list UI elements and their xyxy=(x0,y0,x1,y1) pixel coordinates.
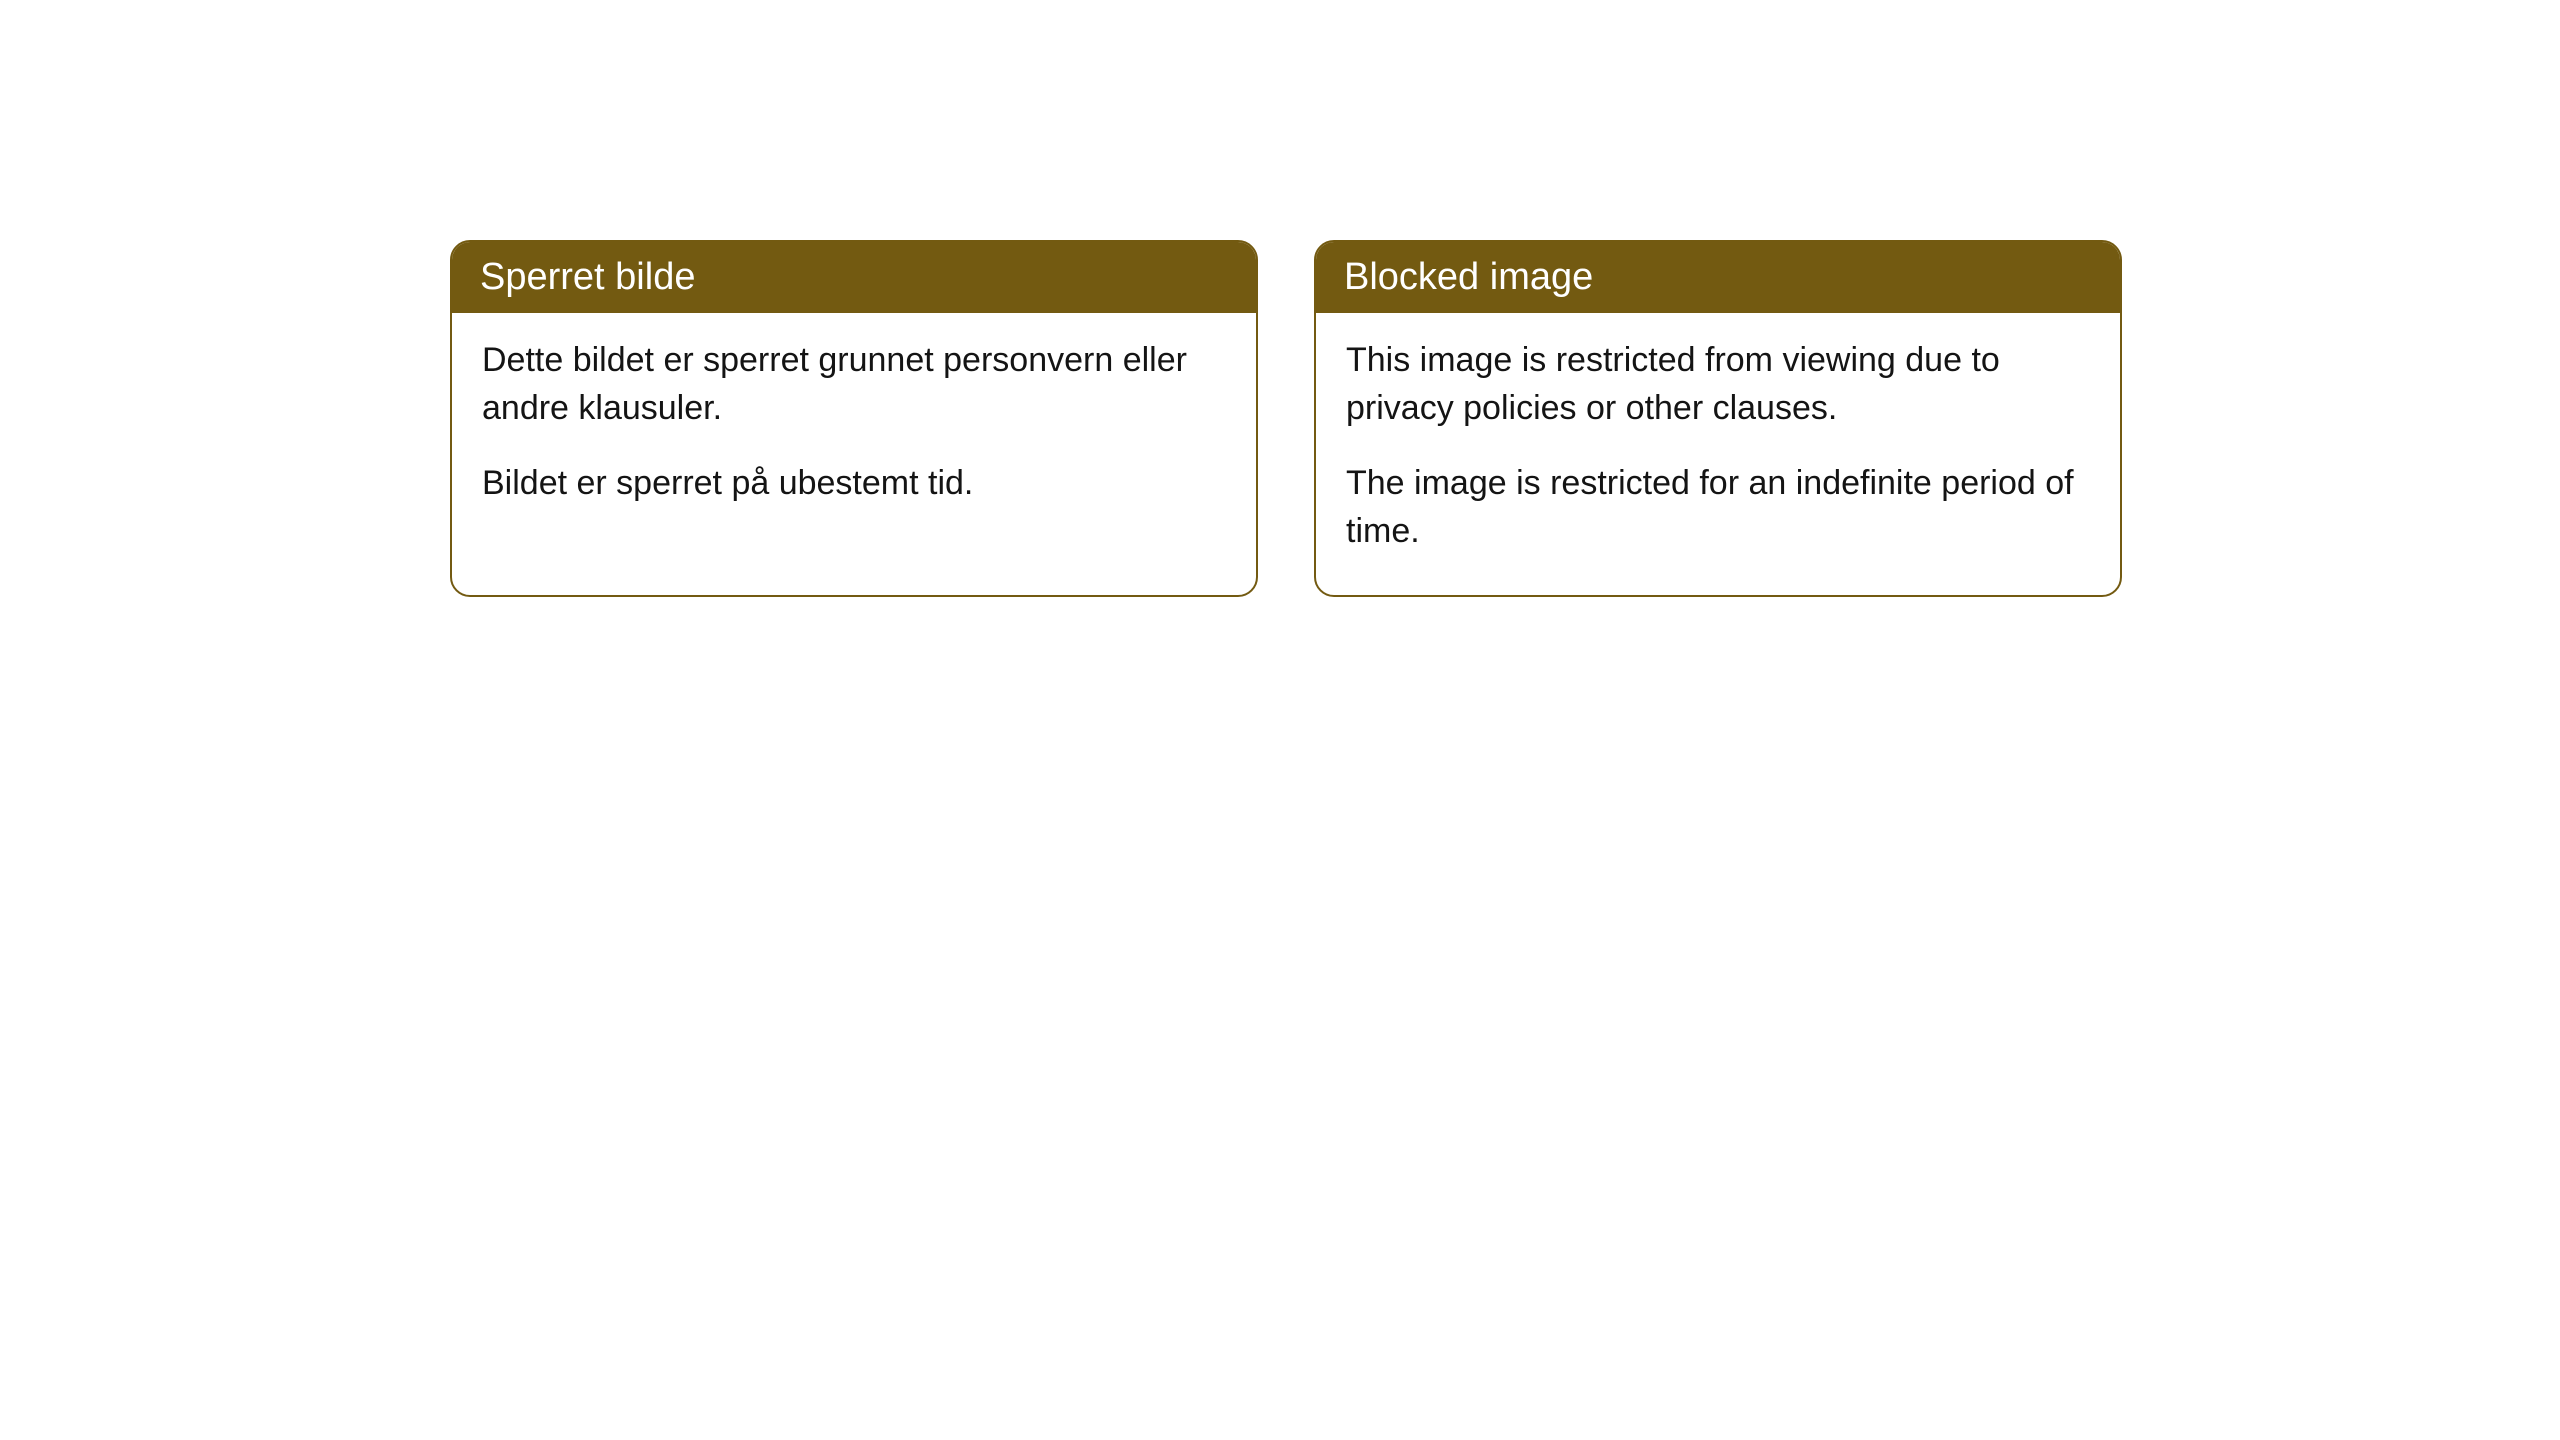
cards-container: Sperret bilde Dette bildet er sperret gr… xyxy=(0,0,2560,597)
card-body-norwegian: Dette bildet er sperret grunnet personve… xyxy=(452,313,1256,548)
card-english: Blocked image This image is restricted f… xyxy=(1314,240,2122,597)
card-paragraph: Bildet er sperret på ubestemt tid. xyxy=(482,460,1226,508)
card-body-english: This image is restricted from viewing du… xyxy=(1316,313,2120,595)
card-paragraph: The image is restricted for an indefinit… xyxy=(1346,460,2090,555)
card-header-norwegian: Sperret bilde xyxy=(452,242,1256,313)
card-title: Sperret bilde xyxy=(480,256,695,298)
card-title: Blocked image xyxy=(1344,256,1593,298)
card-header-english: Blocked image xyxy=(1316,242,2120,313)
card-paragraph: Dette bildet er sperret grunnet personve… xyxy=(482,337,1226,432)
card-paragraph: This image is restricted from viewing du… xyxy=(1346,337,2090,432)
card-norwegian: Sperret bilde Dette bildet er sperret gr… xyxy=(450,240,1258,597)
